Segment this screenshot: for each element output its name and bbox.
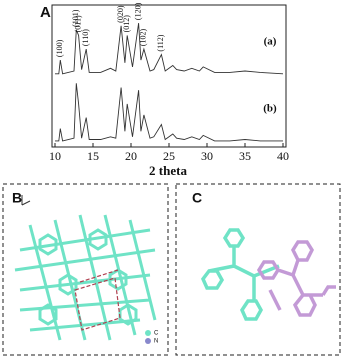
peak-annotation: (110) [81,29,90,46]
panel-frame [175,183,341,356]
panel-label: B [12,190,22,206]
x-tick-label: 35 [239,149,251,163]
peak-annotation: (011) [73,15,82,32]
legend-label: C [154,331,159,337]
molecule-2 [256,240,336,317]
molecule-1 [200,228,280,321]
x-tick-label: 25 [163,149,175,163]
x-tick-label: 40 [277,149,289,163]
peak-annotation: (120) [133,2,142,20]
axes-icon [21,195,31,206]
peak-annotation: (102) [139,28,148,46]
legend-label: N [154,339,158,345]
legend-swatch [145,338,151,344]
peak-annotation: (100) [55,39,64,57]
peak-annotation: (101) [71,9,80,27]
legend-swatch [145,330,151,336]
panel-label: C [192,190,202,206]
x-axis-label: 2 theta [149,163,187,178]
panel-c: C [175,183,341,356]
series-label: (b) [263,102,277,114]
panel-label: A [40,4,51,21]
peak-annotation: (020) [116,5,125,23]
panel-b: B C N [2,183,169,356]
xrd-trace [55,23,284,75]
peak-annotation: (112) [156,34,165,51]
x-tick-label: 15 [87,149,99,163]
x-tick-label: 10 [49,149,61,163]
x-tick-label: 20 [125,149,137,163]
crystal-packing [14,214,157,341]
peak-annotation: (012) [122,15,131,33]
x-tick-label: 30 [201,149,213,163]
xrd-trace [55,83,283,142]
series-label: (a) [264,35,277,47]
unit-cell [74,269,121,331]
